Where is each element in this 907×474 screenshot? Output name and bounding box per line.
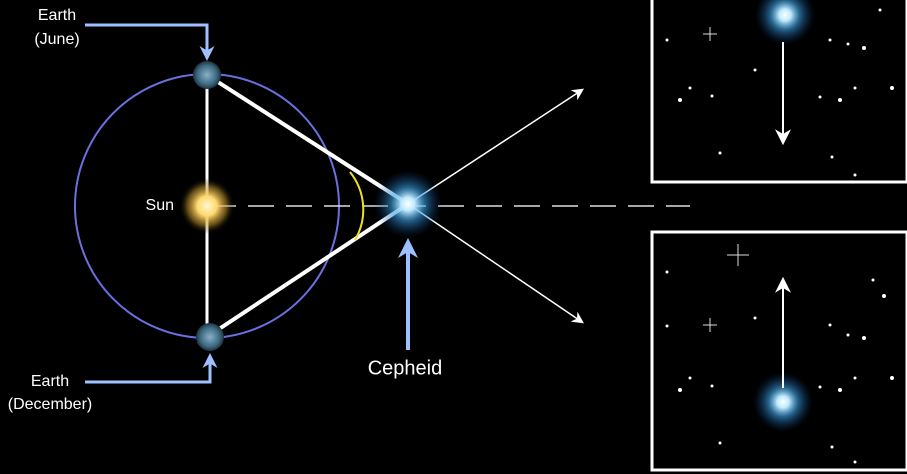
earth [193,61,221,89]
label: (June) [34,31,79,48]
label: Earth [38,7,76,24]
pointer [85,25,207,58]
sightline [207,75,408,204]
label: Sun [146,197,174,214]
cepheid-star [374,170,442,238]
page: Earth (June) Sun Earth (December) Cephei… [0,0,907,474]
earth [196,323,224,351]
parallax-angle [350,172,363,240]
label: Cepheid [368,357,443,379]
label: Earth [31,373,69,390]
sightline [207,204,408,337]
label: (December) [8,396,92,413]
pointer [85,356,210,382]
parallax-diagram: Earth (June) Sun Earth (December) Cephei… [0,0,907,474]
view-panel [652,232,907,470]
sun [179,178,235,234]
